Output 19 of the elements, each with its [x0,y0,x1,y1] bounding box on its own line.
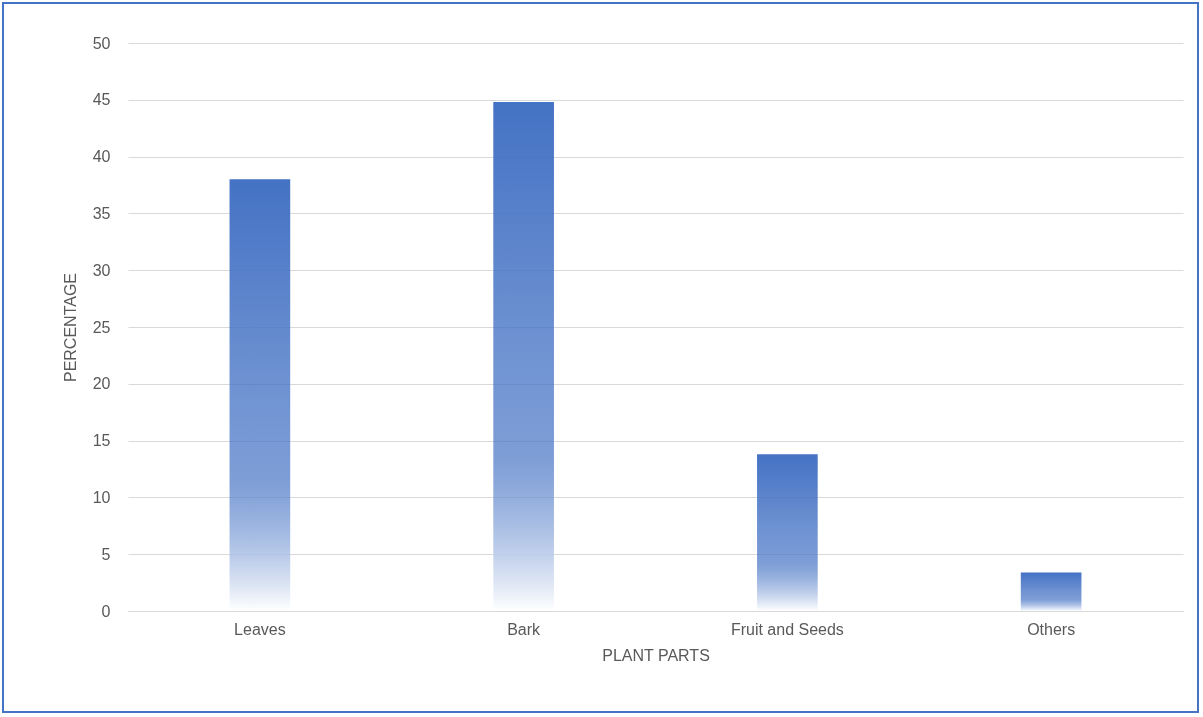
y-tick-label: 10 [92,488,111,506]
bar [757,454,818,611]
x-tick-label: Others [1027,620,1076,638]
y-tick-label: 5 [101,545,111,563]
y-tick-label: 30 [92,261,111,279]
x-tick-label: Fruit and Seeds [730,620,844,638]
y-tick-label: 50 [92,34,111,52]
y-tick-label: 35 [92,204,111,222]
y-tick-label: 40 [92,148,111,166]
x-axis-title: PLANT PARTS [602,646,710,664]
x-tick-label: Leaves [234,620,286,638]
y-tick-label: 0 [101,602,111,620]
y-tick-label: 15 [92,432,111,450]
x-tick-label: Bark [507,620,542,638]
y-tick-label: 45 [92,91,111,109]
y-tick-label: 25 [92,318,111,336]
y-axis-title: PERCENTAGE [61,272,79,383]
y-tick-label: 20 [92,375,111,393]
bar [1020,572,1082,611]
